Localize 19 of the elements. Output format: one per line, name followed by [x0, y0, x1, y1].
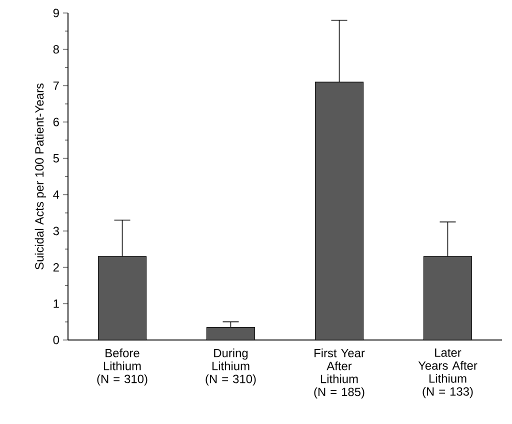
x-tick-label: During Lithium (N = 310) [206, 348, 256, 386]
y-tick-label: 4 [53, 190, 60, 199]
bar [206, 327, 255, 340]
y-tick-label: 9 [53, 8, 59, 18]
y-tick-label: 3 [53, 226, 59, 236]
y-tick-label: 6 [53, 118, 59, 126]
y-tick-label: 8 [53, 45, 59, 54]
bar [423, 256, 472, 340]
bar [98, 256, 147, 340]
x-tick-label: Before Lithium (N = 310) [97, 348, 148, 386]
y-tick-label: 5 [53, 154, 59, 162]
y-tick-label: 7 [53, 82, 59, 90]
x-tick-label: First Year After Lithium (N = 185) [314, 348, 365, 399]
y-tick-label: 0 [53, 336, 60, 344]
x-tick-label: Later Years After Lithium (N = 133) [418, 348, 478, 398]
bar [314, 82, 364, 340]
y-tick-label: 2 [53, 263, 59, 272]
y-axis-title: Suicidal Acts per 100 Patient-Years [34, 83, 46, 270]
y-tick-label: 1 [54, 300, 59, 308]
